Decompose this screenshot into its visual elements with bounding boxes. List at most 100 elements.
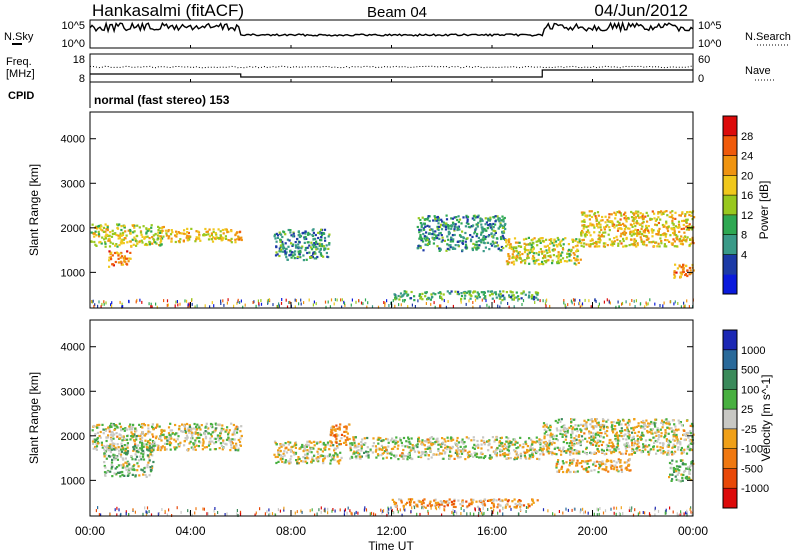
power-cell (483, 228, 486, 231)
velocity-cell (581, 460, 584, 463)
velocity-cell (147, 430, 150, 433)
velocity-cell (476, 439, 479, 443)
power-cell (197, 230, 200, 233)
velocity-ground-scatter (116, 506, 118, 510)
velocity-cell (480, 502, 483, 505)
power-cell (556, 245, 559, 248)
power-cell (520, 292, 523, 295)
power-cell (653, 212, 656, 215)
velocity-cell (594, 436, 597, 439)
power-cell (622, 222, 625, 225)
power-cell (288, 239, 291, 242)
velocity-cell (103, 452, 106, 455)
velocity-cell (372, 442, 375, 445)
power-cell (557, 261, 561, 265)
power-cell (300, 247, 303, 250)
power-ground-scatter (343, 300, 345, 304)
power-cell (502, 246, 505, 250)
velocity-cell (457, 452, 461, 455)
velocity-cell (420, 456, 423, 459)
velocity-ground-scatter (125, 510, 127, 514)
velocity-cell (152, 460, 155, 464)
velocity-cell (534, 441, 537, 444)
velocity-cell (326, 443, 329, 446)
velocity-cell (119, 471, 122, 474)
velocity-cell (597, 421, 600, 424)
freq-right-tick-top: 60 (698, 54, 710, 66)
velocity-cell (132, 423, 135, 426)
velocity-cell (565, 461, 568, 464)
power-cell (634, 211, 637, 214)
velocity-echo-cells (91, 418, 695, 517)
power-cell (158, 235, 161, 238)
velocity-cell (671, 473, 674, 476)
velocity-cell (235, 442, 238, 445)
power-cell (612, 241, 615, 244)
power-ground-scatter (288, 301, 290, 304)
velocity-ground-scatter (637, 512, 639, 516)
velocity-cell (526, 445, 529, 448)
power-cell (688, 228, 691, 231)
velocity-cell (403, 454, 406, 457)
power-cell (440, 234, 443, 237)
power-cell (583, 218, 586, 222)
velocity-cell (152, 435, 155, 438)
power-cell (93, 232, 96, 235)
power-cell (653, 217, 656, 220)
power-cell (274, 237, 277, 240)
power-ground-scatter (148, 302, 150, 306)
velocity-cell (555, 462, 558, 465)
power-cell (145, 231, 148, 234)
velocity-cell (357, 445, 360, 448)
velocity-cell (661, 442, 665, 445)
velocity-ground-scatter (316, 512, 318, 516)
velocity-cell (480, 443, 483, 446)
velocity-cell (594, 452, 598, 455)
power-cell (309, 246, 312, 249)
power-cell (517, 252, 520, 255)
velocity-cell (220, 429, 224, 432)
velocity-cell (142, 458, 146, 461)
power-cell (307, 241, 310, 244)
power-cell (159, 231, 162, 234)
power-cell (306, 246, 309, 249)
power-cell (572, 252, 575, 255)
power-cell (502, 236, 505, 239)
power-cell (154, 241, 157, 244)
velocity-cell (592, 438, 595, 441)
velocity-cell (365, 450, 368, 453)
power-cell (123, 260, 126, 263)
velocity-cell (110, 467, 113, 470)
power-cell (292, 254, 295, 257)
velocity-cell (464, 449, 467, 452)
velocity-cell (124, 457, 127, 460)
power-cell (638, 216, 641, 219)
power-cell (437, 218, 440, 221)
velocity-cell (121, 457, 124, 460)
power-cell (568, 252, 571, 255)
power-ground-scatter (324, 300, 327, 304)
velocity-cell (625, 445, 628, 448)
velocity-cell (381, 452, 384, 455)
power-ground-scatter (669, 300, 671, 304)
velocity-cell (375, 449, 378, 452)
power-cell (297, 230, 300, 233)
velocity-cell (642, 443, 645, 446)
velocity-cell (326, 441, 330, 444)
velocity-cell (363, 437, 366, 440)
power-cell (450, 224, 453, 227)
velocity-ground-scatter (452, 512, 454, 515)
velocity-cell (672, 434, 675, 437)
power-cell (117, 261, 120, 264)
power-cell (419, 297, 422, 300)
power-cell (520, 261, 523, 264)
power-cell (443, 225, 446, 228)
power-cell (278, 254, 281, 258)
power-ground-scatter (156, 305, 158, 309)
power-cell (424, 239, 427, 242)
power-ground-scatter (425, 302, 427, 305)
power-cell (94, 230, 97, 233)
power-cell (224, 235, 227, 238)
power-ground-scatter (211, 301, 213, 305)
power-cell (557, 253, 560, 256)
